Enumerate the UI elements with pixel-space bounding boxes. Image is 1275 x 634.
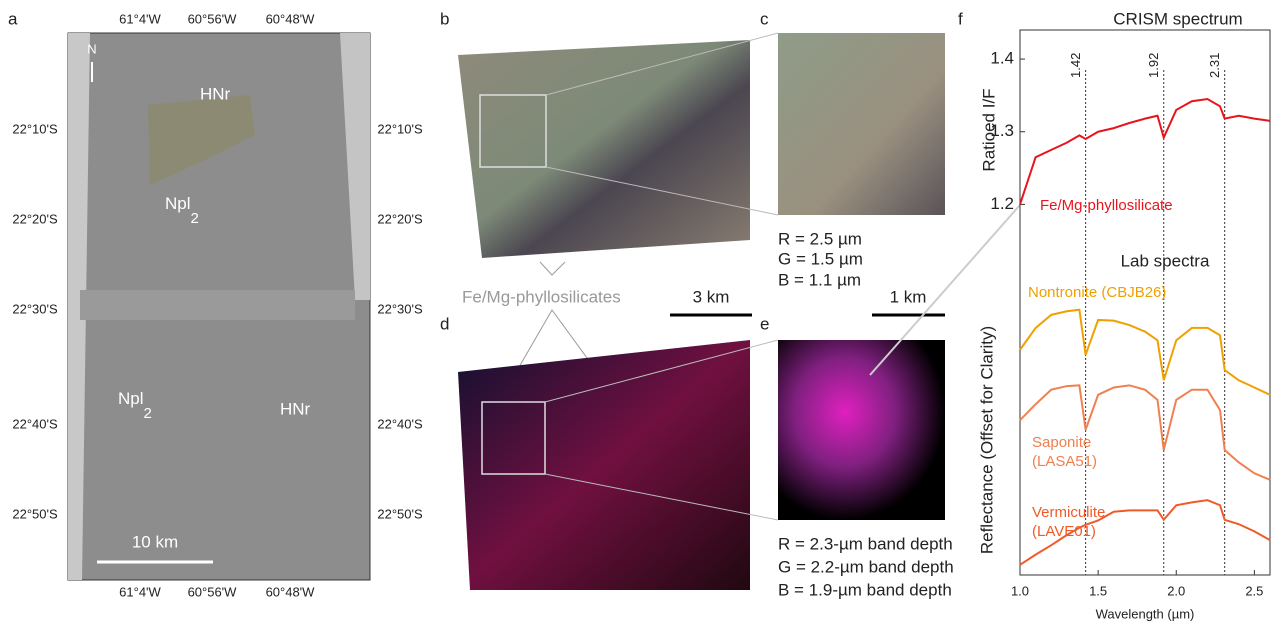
lat-label: 22°10'S	[12, 121, 58, 136]
composite-label: R = 2.5 µm	[778, 229, 862, 248]
map-edge	[340, 33, 370, 300]
lon-label: 60°56'W	[188, 11, 238, 26]
north-label: N	[87, 41, 96, 56]
spectrum	[1019, 97, 1271, 205]
composite-label: B = 1.1 µm	[778, 270, 861, 289]
image-d	[458, 340, 750, 590]
x-tick-label: 1.5	[1089, 583, 1107, 598]
y-tick-label: 1.4	[990, 49, 1014, 68]
panel-label: f	[958, 9, 963, 28]
lat-label: 22°50'S	[377, 506, 423, 521]
map-band	[80, 290, 355, 320]
pointer	[539, 261, 566, 276]
composite-label: G = 1.5 µm	[778, 249, 863, 268]
panel-label: a	[8, 9, 18, 28]
feature-label: Fe/Mg-phyllosilicates	[462, 287, 621, 306]
unit-label: HNr	[280, 399, 311, 418]
panel-label: e	[760, 314, 769, 333]
lon-label: 60°48'W	[266, 11, 316, 26]
scale-label: 1 km	[890, 287, 927, 306]
image-b	[458, 40, 750, 258]
outcrop	[148, 95, 255, 185]
spectrum	[1019, 308, 1271, 396]
x-tick-label: 1.0	[1011, 583, 1029, 598]
lat-label: 22°20'S	[377, 211, 423, 226]
image-e	[778, 340, 945, 520]
composite-label: B = 1.9-µm band depth	[778, 580, 952, 599]
connector	[869, 204, 1021, 376]
composite-label: G = 2.2-µm band depth	[778, 557, 954, 576]
lat-label: 22°30'S	[12, 301, 58, 316]
lon-label: 61°4'W	[119, 11, 161, 26]
unit-label: Npl2	[165, 194, 199, 226]
series-label: Fe/Mg-phyllosilicate	[1040, 197, 1173, 214]
inset-box	[481, 401, 546, 475]
lat-label: 22°20'S	[12, 211, 58, 226]
x-tick-label: 2.5	[1245, 583, 1263, 598]
lon-label: 60°56'W	[188, 584, 238, 599]
image-c	[778, 33, 945, 215]
chart-title: CRISM spectrum	[1113, 9, 1242, 28]
connector	[544, 339, 779, 403]
unit-name: Npl	[165, 194, 191, 213]
unit-name: Npl	[118, 389, 144, 408]
series-label: Vermiculite (LAVE01)	[1032, 504, 1106, 540]
connector	[544, 473, 779, 521]
scale-label: 10 km	[132, 532, 178, 551]
spectrum	[1019, 384, 1271, 481]
lon-label: 60°48'W	[266, 584, 316, 599]
panel-label: d	[440, 314, 449, 333]
series-label: Nontronite (CBJB26)	[1028, 284, 1167, 301]
plot-frame	[1019, 29, 1271, 576]
unit-label: Npl2	[118, 389, 152, 421]
composite-label: R = 2.3-µm band depth	[778, 534, 953, 553]
panel-label: c	[760, 9, 769, 28]
lat-label: 22°50'S	[12, 506, 58, 521]
y2-axis-label: Reflectance (Offset for Clarity)	[977, 326, 996, 554]
inset-box	[479, 94, 547, 168]
ref-label: 2.31	[1207, 53, 1222, 78]
connector	[545, 32, 779, 96]
panel-label: b	[440, 9, 449, 28]
ref-label: 1.42	[1068, 53, 1083, 78]
connector	[545, 166, 779, 216]
x-tick-label: 2.0	[1167, 583, 1185, 598]
lat-label: 22°40'S	[377, 416, 423, 431]
x-axis-label: Wavelength (µm)	[1096, 606, 1195, 621]
lat-label: 22°10'S	[377, 121, 423, 136]
scale-label: 3 km	[693, 287, 730, 306]
series-label: Saponite (LASA51)	[1032, 434, 1098, 470]
unit-sub: 2	[144, 405, 152, 422]
lat-label: 22°40'S	[12, 416, 58, 431]
lat-label: 22°30'S	[377, 301, 423, 316]
y-tick-label: 1.2	[990, 194, 1014, 213]
map-edge	[68, 33, 90, 580]
unit-label: HNr	[200, 84, 231, 103]
y-axis-label: Ratioed I/F	[979, 88, 998, 171]
y-tick-label: 1.3	[990, 121, 1014, 140]
chart-subtitle: Lab spectra	[1121, 251, 1210, 270]
unit-sub: 2	[191, 210, 199, 227]
lon-label: 61°4'W	[119, 584, 161, 599]
spectrum	[1019, 499, 1271, 566]
ref-label: 1.92	[1146, 53, 1161, 78]
